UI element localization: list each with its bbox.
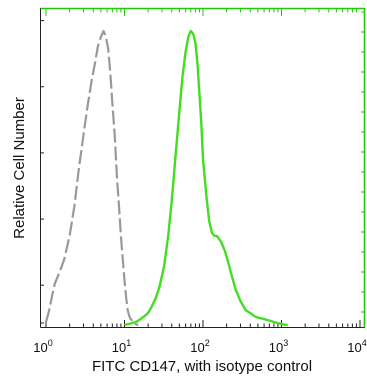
x-tick-labels: 100 101 102 103 104 (33, 338, 366, 355)
x-tick-label: 102 (190, 338, 209, 355)
series-layer (44, 29, 288, 327)
series-line-0 (44, 29, 139, 327)
y-axis-ticks (40, 11, 365, 324)
x-tick-label: 100 (33, 338, 52, 355)
x-tick-label: 103 (269, 338, 288, 355)
x-tick-label: 104 (347, 338, 366, 355)
y-axis-title: Relative Cell Number (11, 97, 28, 239)
x-axis-ticks (45, 8, 361, 328)
x-tick-label: 101 (112, 338, 131, 355)
x-axis-title: FITC CD147, with isotype control (92, 358, 312, 375)
series-line-1 (124, 29, 288, 327)
